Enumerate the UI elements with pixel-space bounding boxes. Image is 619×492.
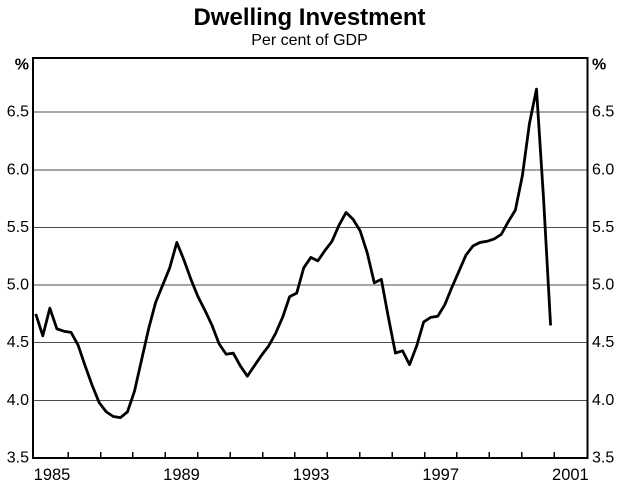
y-axis-unit-right: %: [592, 57, 606, 74]
x-axis-label-2001: 2001: [552, 466, 589, 484]
x-axis-label-1997: 1997: [422, 466, 459, 484]
y-axis-label-right-6.0: 6.0: [592, 161, 614, 178]
y-axis-label-left-4.5: 4.5: [7, 334, 29, 351]
chart-title: Dwelling Investment: [193, 4, 426, 31]
plot-frame: [32, 57, 589, 459]
y-axis-label-left-3.5: 3.5: [7, 450, 29, 467]
y-axis-label-left-5.5: 5.5: [7, 219, 29, 236]
y-axis-label-right-5.5: 5.5: [592, 219, 614, 236]
y-axis-label-left-6.0: 6.0: [7, 161, 29, 178]
y-axis-label-right-4.0: 4.0: [592, 392, 614, 409]
y-axis-label-right-5.0: 5.0: [592, 277, 614, 294]
data-line-dwelling-investment: [34, 87, 552, 420]
y-axis-unit-left: %: [15, 57, 29, 74]
chart-subtitle: Per cent of GDP: [251, 32, 368, 49]
y-axis-label-left-4.0: 4.0: [7, 392, 29, 409]
x-axis-label-1989: 1989: [163, 466, 200, 484]
y-axis-label-right-4.5: 4.5: [592, 334, 614, 351]
x-axis-label-1985: 1985: [34, 466, 71, 484]
y-axis-label-left-5.0: 5.0: [7, 277, 29, 294]
y-axis-label-left-6.5: 6.5: [7, 104, 29, 121]
y-axis-label-right-3.5: 3.5: [592, 450, 614, 467]
y-axis-label-right-6.5: 6.5: [592, 104, 614, 121]
x-axis-label-1993: 1993: [293, 466, 330, 484]
